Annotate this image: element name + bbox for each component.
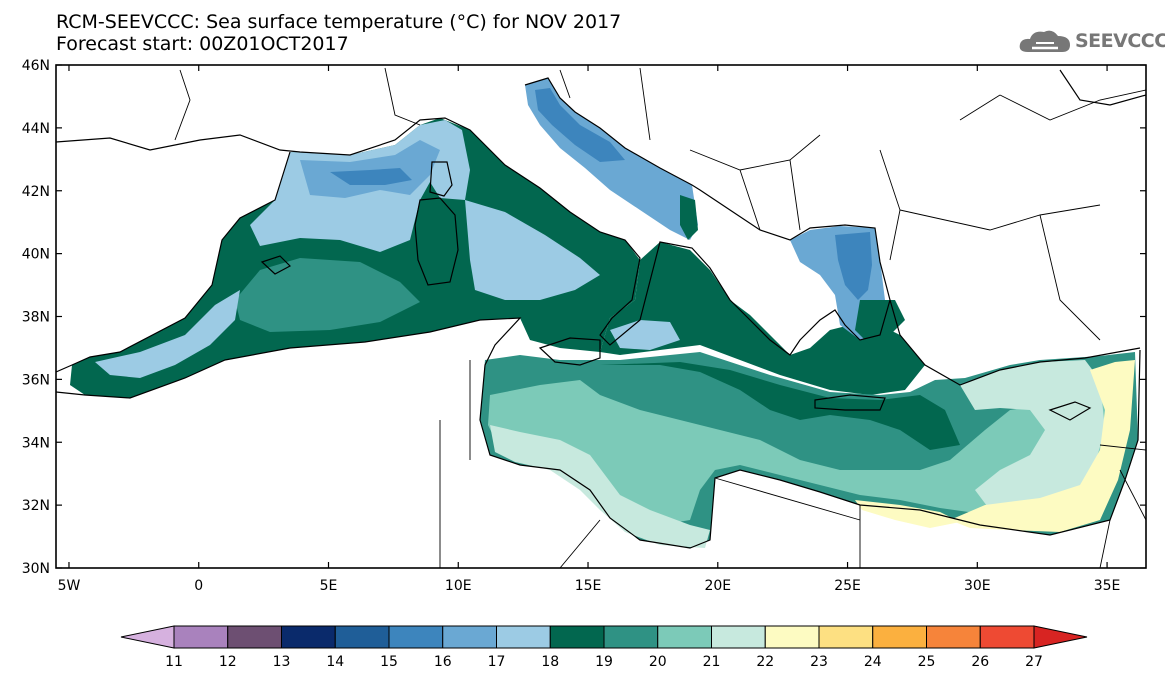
colorbar-swatch <box>603 625 659 649</box>
lon-tick-label: 0 <box>194 578 203 594</box>
colorbar-tick-label: 15 <box>380 654 398 670</box>
sst-adriatic-south-19 <box>680 195 698 240</box>
island-mallorca <box>260 255 291 275</box>
island-sicily <box>538 337 601 366</box>
sst-ionian <box>600 242 925 395</box>
cloud-icon <box>1019 30 1070 52</box>
coastlines <box>56 67 1146 568</box>
colorbar-tick-label: 20 <box>649 654 667 670</box>
colorbar-tick-label: 16 <box>434 654 452 670</box>
colorbar-arrow-low <box>120 625 175 649</box>
coast-europe <box>56 77 891 356</box>
colorbar-swatch <box>442 625 497 649</box>
colorbar-tick-label: 25 <box>918 654 936 670</box>
coast-iberia <box>56 151 291 373</box>
colorbar-tick-label: 14 <box>326 654 344 670</box>
lon-tick-label: 20E <box>704 578 731 594</box>
lat-tick-label: 46N <box>22 58 50 74</box>
colorbar-tick-label: 23 <box>810 654 828 670</box>
forecast-start-label: Forecast start: 00Z01OCT2017 <box>56 33 349 55</box>
colorbar-swatch <box>764 625 820 649</box>
lon-tick-label: 5W <box>58 578 81 594</box>
colorbar-swatch <box>979 625 1035 649</box>
colorbar-tick-label: 19 <box>595 654 613 670</box>
colorbar-tick-label: 18 <box>541 654 559 670</box>
colorbar-swatch <box>227 625 282 649</box>
map-title: RCM-SEEVCCC: Sea surface temperature (°C… <box>56 11 622 33</box>
colorbar-tick-label: 22 <box>756 654 774 670</box>
lat-tick-label: 44N <box>22 121 50 137</box>
colorbar-swatch <box>818 625 874 649</box>
colorbar-tick-label: 13 <box>273 654 291 670</box>
sst-aegean-15 <box>835 232 872 300</box>
lat-tick-label: 38N <box>22 310 50 326</box>
sst-ionian-18 <box>610 320 680 350</box>
coast-africa <box>56 317 1141 549</box>
colorbar-swatch <box>926 625 981 649</box>
colorbar-swatch <box>657 625 712 649</box>
lat-tick-label: 42N <box>22 184 50 200</box>
lon-tick-label: 15E <box>575 578 602 594</box>
sst-levant-23 <box>950 360 1135 532</box>
latitude-axis: 30N 32N 34N 36N 38N 40N 42N 44N 46N <box>22 58 1146 577</box>
colorbar-arrow-high <box>1033 625 1088 649</box>
sst-western-20 <box>235 258 420 332</box>
coast-black-sea <box>1059 69 1146 106</box>
sst-alboran-18 <box>95 290 240 378</box>
lon-tick-label: 5E <box>320 578 338 594</box>
colorbar: 11 12 13 14 15 16 17 18 19 20 21 22 23 24 25 26 27 <box>120 625 1088 670</box>
colorbar-swatch <box>872 625 927 649</box>
sst-central-19 <box>600 362 960 450</box>
sst-central-21 <box>488 380 1120 525</box>
colorbar-tick-label: 27 <box>1025 654 1043 670</box>
colorbar-swatch <box>281 625 336 649</box>
sst-lion-17 <box>300 140 440 198</box>
island-cyprus <box>1048 401 1092 421</box>
lon-tick-label: 30E <box>964 578 991 594</box>
lat-tick-label: 34N <box>22 435 50 451</box>
colorbar-swatch <box>334 625 390 649</box>
lat-tick-label: 32N <box>22 498 50 514</box>
borders <box>174 67 1146 568</box>
sst-field <box>70 78 1138 548</box>
lon-tick-label: 10E <box>445 578 472 594</box>
colorbar-tick-label: 17 <box>488 654 506 670</box>
longitude-axis: 5W 0 5E 10E 15E 20E 25E 30E 35E <box>58 65 1121 594</box>
lon-tick-label: 25E <box>834 578 861 594</box>
sst-tyrrhenian-18 <box>465 200 600 300</box>
lat-tick-label: 40N <box>22 247 50 263</box>
colorbar-tick-label: 26 <box>971 654 989 670</box>
island-sardinia <box>414 197 459 286</box>
colorbar-tick-label: 12 <box>219 654 237 670</box>
colorbar-swatch <box>496 625 551 649</box>
island-crete <box>814 394 886 411</box>
lon-tick-label: 35E <box>1094 578 1121 594</box>
sst-levant-22 <box>960 360 1105 510</box>
logo-text: SEEVCCC <box>1075 30 1165 52</box>
colorbar-swatch <box>173 625 229 649</box>
colorbar-swatch <box>388 625 444 649</box>
coast-turkey <box>889 299 1141 386</box>
lat-tick-label: 36N <box>22 372 50 388</box>
sst-aegean-south-19 <box>855 300 905 345</box>
colorbar-tick-label: 24 <box>864 654 882 670</box>
sst-adriatic-15 <box>535 88 625 162</box>
island-corsica <box>429 161 453 197</box>
colorbar-swatch <box>549 625 605 649</box>
sst-south-22 <box>490 425 710 548</box>
lat-tick-label: 30N <box>22 561 50 577</box>
colorbar-swatch <box>711 625 766 649</box>
colorbar-tick-label: 11 <box>165 654 183 670</box>
sst-ligurian-16 <box>330 168 412 185</box>
colorbar-tick-label: 21 <box>703 654 721 670</box>
